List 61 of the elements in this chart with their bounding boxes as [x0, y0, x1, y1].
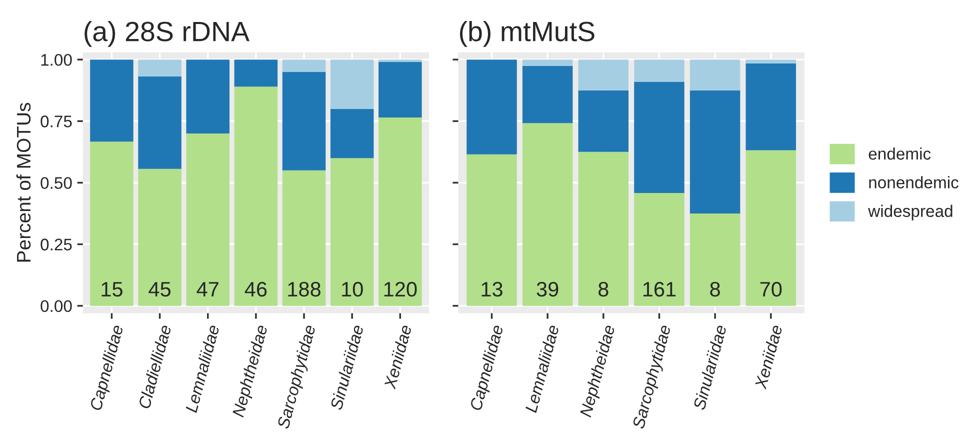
- bar: [466, 60, 517, 154]
- chart-title: (b) mtMutS: [460, 20, 594, 47]
- y-tick-label: 0.75: [40, 116, 72, 128]
- bar: [746, 150, 796, 306]
- bar: [746, 64, 796, 150]
- annotation: 47: [196, 282, 218, 296]
- y-tick-label: 1.00: [41, 54, 72, 66]
- bar: [138, 168, 182, 306]
- bar: [378, 62, 422, 118]
- bar: [282, 60, 326, 72]
- bar: [330, 108, 374, 158]
- chart-title: (a) 28S rDNA: [84, 20, 250, 47]
- bar: [282, 170, 326, 306]
- y-tick-label: 0.50: [40, 177, 72, 189]
- bar: [578, 60, 629, 90]
- bar: [378, 117, 422, 306]
- bar: [330, 60, 374, 109]
- bar: [466, 154, 517, 306]
- annotation: 188: [288, 282, 320, 297]
- legend-label: endemic: [868, 147, 931, 160]
- bar: [138, 76, 182, 169]
- bar: [690, 60, 740, 90]
- annotation: 161: [643, 282, 676, 297]
- bar: [378, 60, 422, 62]
- bar: [746, 60, 796, 64]
- bar: [90, 60, 134, 142]
- y-tick-label: 0.00: [40, 300, 72, 312]
- bar: [282, 72, 326, 170]
- annotation: 46: [244, 282, 267, 297]
- bar: [578, 90, 629, 152]
- bar: [634, 193, 684, 306]
- bar: [522, 123, 573, 306]
- x-tick-label: Xeniidae: [383, 324, 412, 390]
- annotation: 15: [102, 282, 122, 297]
- y-axis-title: Percent of MOTUs: [16, 102, 31, 262]
- annotation: 8: [598, 282, 608, 297]
- legend-label: widespread: [868, 204, 952, 220]
- annotation: 39: [536, 282, 558, 297]
- bar: [634, 82, 684, 194]
- bar: [186, 60, 230, 134]
- annotation: 13: [482, 282, 502, 297]
- annotation: 45: [148, 282, 171, 297]
- annotation: 10: [342, 282, 363, 297]
- bar: [578, 152, 629, 306]
- bar: [138, 60, 182, 76]
- legend-label: nonendemic: [869, 176, 958, 188]
- annotation: 120: [384, 282, 417, 297]
- y-tick-label: 0.25: [40, 238, 72, 250]
- x-tick-label: Xeniidae: [754, 324, 783, 390]
- bar: [634, 60, 684, 82]
- bar: [186, 133, 230, 306]
- annotation: 70: [760, 282, 782, 297]
- bar: [234, 86, 278, 306]
- bar: [690, 90, 740, 214]
- annotation: 8: [710, 282, 720, 297]
- bar: [90, 142, 134, 306]
- bar: [690, 213, 740, 306]
- bar: [234, 60, 278, 87]
- bar: [330, 158, 374, 306]
- bar: [522, 60, 573, 66]
- bar: [522, 66, 573, 124]
